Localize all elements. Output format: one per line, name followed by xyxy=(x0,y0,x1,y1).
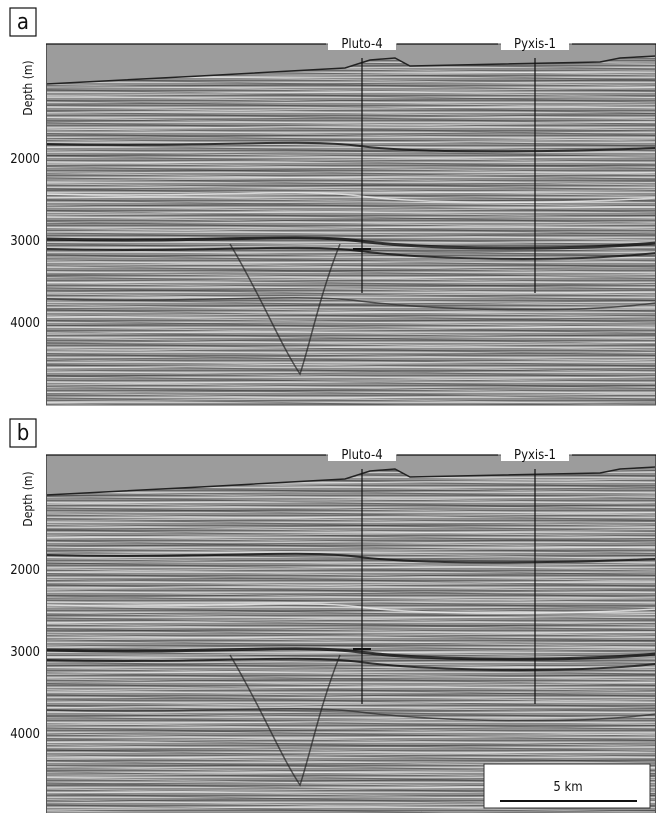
seismic-texture xyxy=(46,44,656,405)
water-column xyxy=(46,44,656,84)
reflector xyxy=(45,246,656,260)
well-name: Pluto-4 xyxy=(341,448,382,463)
reflector xyxy=(45,603,656,615)
reflector xyxy=(45,552,656,564)
tick-label: 3000 xyxy=(10,234,40,249)
panel-label-box xyxy=(9,7,37,37)
panel-label-box xyxy=(9,418,37,448)
reflector xyxy=(45,657,656,671)
tick-label: 2000 xyxy=(10,152,40,167)
anticline xyxy=(229,654,341,787)
seabed xyxy=(45,466,656,496)
reflector xyxy=(45,647,656,661)
tick-label: 2000 xyxy=(10,563,40,578)
panel-label: b xyxy=(17,421,30,446)
well-name: Pluto-4 xyxy=(341,37,382,52)
tick-label: 4000 xyxy=(10,316,40,331)
panel: b Depth (m) 2000 3000 4000 Pluto-4 Pyxis-1 5 km xyxy=(9,418,656,814)
well-label-bg xyxy=(328,445,396,461)
reflector xyxy=(45,297,656,311)
seabed xyxy=(45,55,656,85)
water-column xyxy=(46,455,656,495)
panel-label: a xyxy=(17,10,29,35)
reflector xyxy=(45,141,656,153)
tick-label: 3000 xyxy=(10,645,40,660)
reflector xyxy=(45,192,656,204)
panel: a Depth (m) 2000 3000 4000 Pluto-4 Pyxis-1 xyxy=(9,7,656,406)
scale-bar-label: 5 km xyxy=(553,780,582,795)
well-label-bg xyxy=(501,445,569,461)
anticline xyxy=(229,243,341,376)
tick-label: 4000 xyxy=(10,727,40,742)
well-name: Pyxis-1 xyxy=(514,37,556,52)
seismic-texture xyxy=(46,455,656,813)
axis-label: Depth (m) xyxy=(21,471,35,526)
reflector xyxy=(45,236,656,250)
well-label-bg xyxy=(328,34,396,50)
well-label-bg xyxy=(501,34,569,50)
well-name: Pyxis-1 xyxy=(514,448,556,463)
reflector xyxy=(45,708,656,722)
axis-label: Depth (m) xyxy=(21,60,35,115)
